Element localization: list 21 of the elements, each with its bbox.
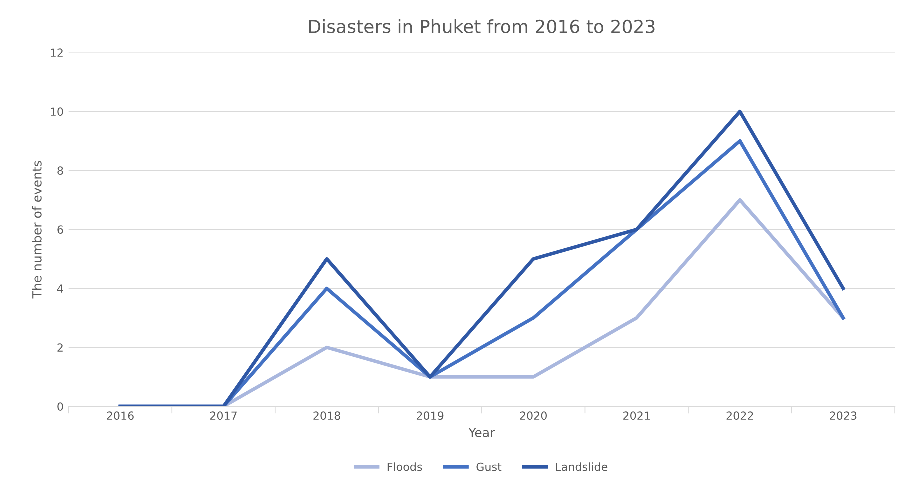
y-tick-label: 8 (58, 166, 64, 176)
y-tick-label: 0 (58, 402, 64, 411)
y-tick-label: 10 (51, 108, 64, 116)
x-axis-title: Year (468, 428, 496, 438)
x-tick-label: 2019 (416, 412, 444, 420)
x-tick-label: 2021 (624, 412, 650, 420)
y-tick-label: 4 (57, 284, 64, 293)
legend-label: Gust (476, 462, 502, 472)
x-tick-label: 2016 (107, 412, 134, 420)
y-tick-label: 2 (58, 344, 63, 352)
y-tick-label: 6 (58, 226, 64, 234)
y-tick-label: 12 (51, 48, 63, 57)
legend-label: Floods (388, 462, 422, 472)
y-axis-title: The number of events (32, 161, 42, 299)
legend-label: Landslide (556, 462, 608, 472)
x-tick-label: 2022 (726, 412, 754, 420)
x-tick-label: 2020 (520, 412, 547, 420)
chart-title: Disasters in Phuket from 2016 to 2023 (309, 20, 655, 34)
x-tick-label: 2017 (210, 412, 237, 420)
x-tick-label: 2023 (830, 412, 857, 420)
x-tick-label: 2018 (314, 412, 340, 420)
